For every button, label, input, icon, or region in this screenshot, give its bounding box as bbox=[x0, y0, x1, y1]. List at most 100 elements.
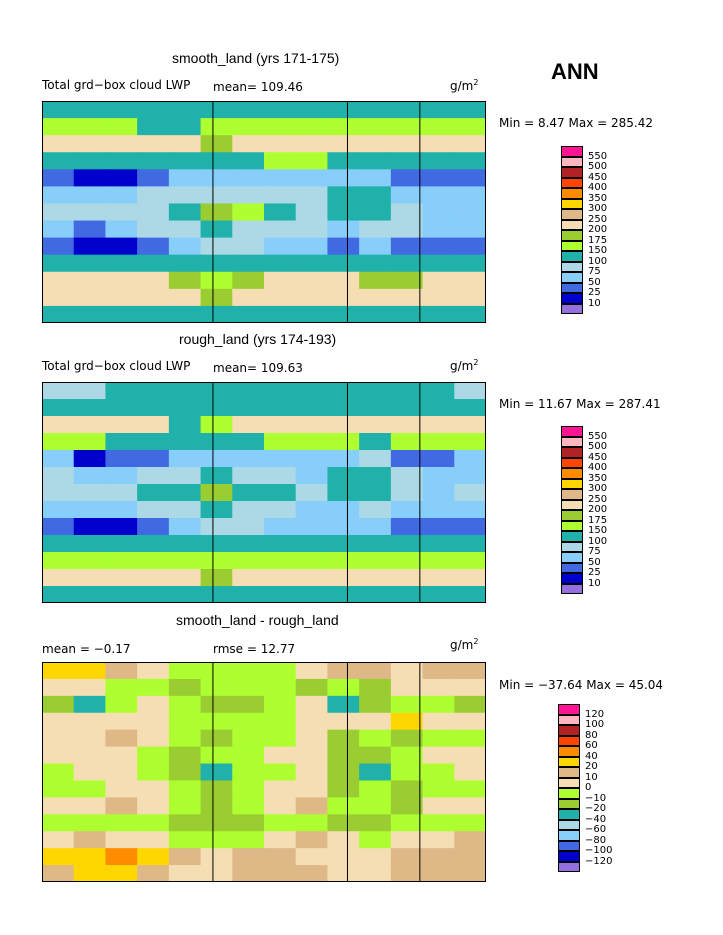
contour-cell bbox=[390, 501, 424, 519]
contour-cell bbox=[73, 288, 107, 307]
variable-label: Total grd−box cloud LWP bbox=[42, 78, 191, 92]
contour-cell bbox=[137, 552, 170, 570]
contour-cell bbox=[454, 135, 486, 153]
contour-cell bbox=[390, 780, 424, 798]
contour-cell bbox=[232, 118, 265, 136]
colorbar-swatch bbox=[561, 562, 583, 573]
colorbar-swatch bbox=[561, 282, 583, 293]
contour-cell bbox=[327, 101, 360, 119]
contour-cell bbox=[105, 433, 138, 451]
contour-cell bbox=[232, 797, 265, 815]
contour-cell bbox=[200, 662, 233, 680]
colorbar-swatch bbox=[561, 510, 583, 521]
contour-cell bbox=[137, 729, 170, 748]
contour-cell bbox=[168, 135, 202, 153]
contour-cell bbox=[422, 271, 455, 290]
contour-cell bbox=[42, 254, 75, 273]
contour-cell bbox=[390, 535, 424, 553]
contour-cell bbox=[390, 552, 424, 570]
contour-cell bbox=[264, 118, 297, 136]
contour-cell bbox=[42, 518, 75, 536]
contour-cell bbox=[137, 467, 170, 485]
contour-cell bbox=[295, 152, 329, 170]
colorbar-swatch bbox=[558, 746, 580, 757]
contour-cell bbox=[232, 382, 265, 400]
contour-cell bbox=[422, 101, 455, 119]
contour-cell bbox=[295, 831, 329, 849]
contour-cell bbox=[264, 484, 297, 502]
contour-cell bbox=[105, 552, 138, 570]
contour-cell bbox=[105, 254, 138, 273]
colorbar-smooth-land: 550 500 450 400 350 300 250 200 175 150 100 75 50 25 1… bbox=[561, 146, 621, 318]
contour-cell bbox=[42, 382, 75, 400]
contour-cell bbox=[168, 220, 202, 239]
contour-cell bbox=[42, 169, 75, 187]
contour-cell bbox=[454, 382, 486, 400]
contour-cell bbox=[137, 797, 170, 815]
contour-cell bbox=[105, 678, 138, 697]
contour-cell bbox=[200, 763, 233, 782]
contour-cell bbox=[137, 237, 170, 256]
contour-cell bbox=[390, 399, 424, 417]
contour-cell bbox=[232, 416, 265, 434]
contour-cell bbox=[105, 169, 138, 187]
contour-cell bbox=[105, 518, 138, 536]
contour-cell bbox=[200, 814, 233, 832]
colorbar-swatch bbox=[558, 767, 580, 778]
contour-cell bbox=[137, 433, 170, 451]
contour-cell bbox=[327, 169, 360, 187]
colorbar-label: −40 bbox=[585, 813, 607, 825]
contour-cell bbox=[264, 288, 297, 307]
contour-cell bbox=[295, 450, 329, 468]
units-label: g/m2 bbox=[450, 78, 479, 93]
contour-cell bbox=[105, 237, 138, 256]
contour-cell bbox=[327, 152, 360, 170]
contour-cell bbox=[232, 831, 265, 849]
colorbar-swatch bbox=[558, 809, 580, 820]
contour-cell bbox=[168, 552, 202, 570]
contour-cell bbox=[390, 220, 424, 239]
contour-cell bbox=[390, 450, 424, 468]
contour-cell bbox=[327, 237, 360, 256]
contour-cell bbox=[232, 484, 265, 502]
contour-cell bbox=[327, 135, 360, 153]
contour-cell bbox=[454, 535, 486, 553]
contour-cell bbox=[327, 712, 360, 731]
contour-cell bbox=[42, 237, 75, 256]
contour-cell bbox=[42, 433, 75, 451]
contour-cell bbox=[42, 450, 75, 468]
colorbar-label: 50 bbox=[588, 276, 601, 288]
contour-cell bbox=[232, 433, 265, 451]
colorbar-swatch bbox=[561, 499, 583, 510]
contour-cell bbox=[105, 484, 138, 502]
contour-cell bbox=[137, 712, 170, 731]
contour-cell bbox=[422, 712, 455, 731]
colorbar-label: −60 bbox=[585, 824, 607, 835]
contour-cell bbox=[390, 382, 424, 400]
contour-cell bbox=[232, 662, 265, 680]
contour-cell bbox=[168, 518, 202, 536]
contour-cell bbox=[168, 865, 202, 882]
contour-cell bbox=[422, 484, 455, 502]
contour-cell bbox=[73, 695, 107, 714]
contour-cell bbox=[200, 484, 233, 502]
contour-cell bbox=[73, 450, 107, 468]
contour-cell bbox=[73, 186, 107, 205]
contour-cell bbox=[295, 780, 329, 798]
contour-cell bbox=[359, 780, 392, 798]
contour-cell bbox=[264, 552, 297, 570]
contour-cell bbox=[168, 288, 202, 307]
contour-cell bbox=[454, 271, 486, 290]
contour-cell bbox=[454, 797, 486, 815]
map-frame bbox=[42, 382, 486, 603]
contour-cell bbox=[390, 433, 424, 451]
contour-cell bbox=[390, 467, 424, 485]
colorbar-label: 10 bbox=[588, 577, 601, 589]
contour-cell bbox=[295, 662, 329, 680]
contour-cell bbox=[73, 135, 107, 153]
contour-cell bbox=[168, 729, 202, 748]
contour-cell bbox=[105, 135, 138, 153]
contour-cell bbox=[454, 305, 486, 323]
colorbar-label: 60 bbox=[585, 740, 598, 751]
contour-cell bbox=[42, 831, 75, 849]
